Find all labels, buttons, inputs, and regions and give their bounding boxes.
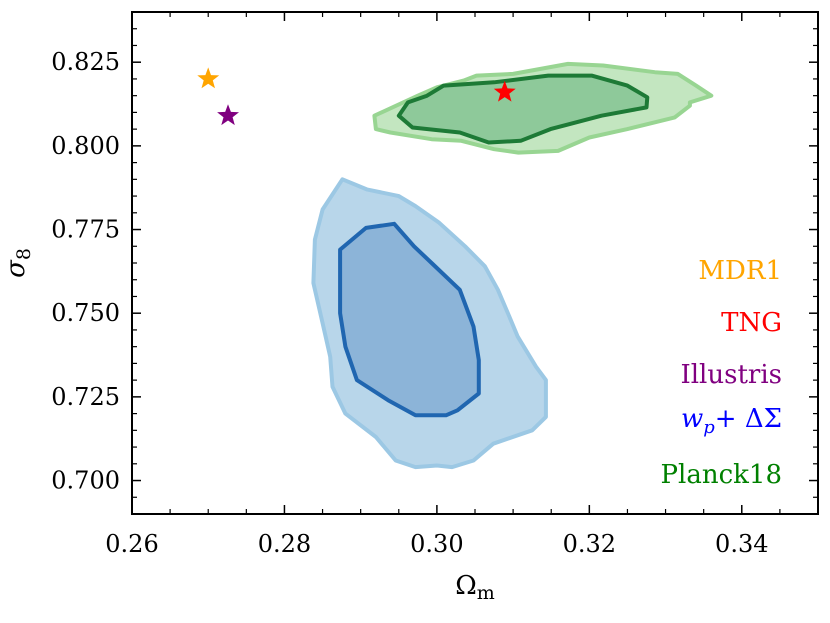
y-axis-label: σ8 xyxy=(1,248,35,278)
legend-planck18: Planck18 xyxy=(661,460,782,490)
marker-layer xyxy=(197,67,516,126)
contour-3 xyxy=(396,73,650,145)
tick-layer: 0.26 0.28 0.30 0.32 0.34 0.700 0.725 0.750 0.775… xyxy=(51,11,819,558)
y-tick-label: 0.800 xyxy=(51,132,120,160)
y-tick-label: 0.775 xyxy=(51,216,120,244)
legend-wp-p: p xyxy=(703,417,715,438)
star-marker-tng xyxy=(493,80,516,102)
star-marker-illustris xyxy=(217,104,239,126)
y-tick-label: 0.750 xyxy=(51,299,120,327)
y-axis-label-sub: 8 xyxy=(13,248,35,260)
y-tick-label: 0.700 xyxy=(51,467,120,495)
star-marker-mdr1 xyxy=(197,67,220,89)
x-axis-label-sub: m xyxy=(477,582,495,604)
legend-illustris: Illustris xyxy=(680,360,782,390)
contour-1 xyxy=(338,221,481,418)
y-tick-label: 0.825 xyxy=(51,48,120,76)
x-tick-label: 0.32 xyxy=(563,530,616,558)
legend-wp-dsigma: wp+ ΔΣ xyxy=(681,404,782,438)
x-tick-label: 0.30 xyxy=(410,530,463,558)
x-axis-label: Ωm xyxy=(455,571,495,604)
x-axis-label-main: Ω xyxy=(455,571,477,601)
legend-mdr1: MDR1 xyxy=(698,256,782,286)
contour-layer xyxy=(311,61,714,470)
x-tick-label: 0.34 xyxy=(715,530,768,558)
y-tick-label: 0.725 xyxy=(51,383,120,411)
x-tick-label: 0.26 xyxy=(105,530,158,558)
y-axis-label-main: σ xyxy=(1,259,31,278)
legend: MDR1 TNG Illustris wp+ ΔΣ Planck18 xyxy=(661,256,782,490)
legend-tng: TNG xyxy=(721,308,782,338)
legend-wp-w: w xyxy=(681,404,703,434)
x-tick-label: 0.28 xyxy=(258,530,311,558)
legend-wp-rest: + ΔΣ xyxy=(715,404,782,434)
